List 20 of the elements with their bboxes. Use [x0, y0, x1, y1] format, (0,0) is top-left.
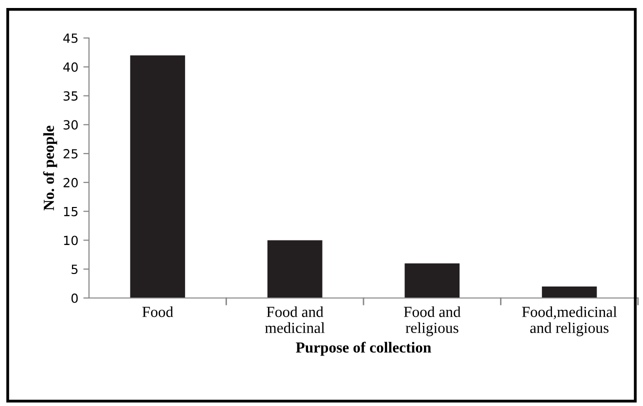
y-tick-label: 35: [64, 91, 78, 101]
x-axis-title: Purpose of collection: [296, 342, 432, 356]
bar: [542, 286, 597, 298]
x-tick-label: Food and religious: [404, 306, 461, 336]
y-tick-label: 15: [64, 206, 78, 216]
bar: [130, 55, 186, 298]
y-tick-label: 5: [72, 264, 78, 274]
bar: [404, 263, 460, 298]
x-tick-label: Food: [142, 306, 174, 318]
x-tick-label: Food,medicinal and religious: [522, 306, 617, 336]
x-tick-label: Food and medicinal: [265, 306, 325, 334]
bar: [267, 240, 322, 298]
y-tick-label: 20: [64, 178, 78, 188]
y-tick-label: 10: [64, 236, 78, 246]
y-tick-label: 25: [64, 149, 78, 158]
y-tick-label: 40: [63, 62, 78, 72]
y-tick-label: 45: [63, 34, 78, 43]
y-tick-label: 0: [71, 293, 78, 303]
y-axis-title: No. of people: [43, 126, 58, 210]
y-tick-label: 30: [64, 120, 78, 130]
